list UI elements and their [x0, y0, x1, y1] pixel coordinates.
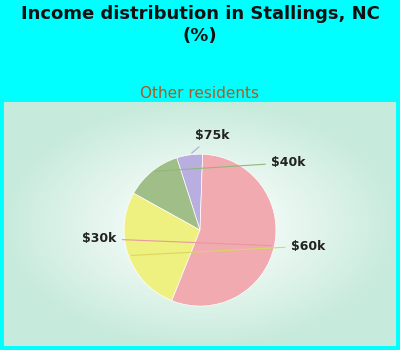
Text: $60k: $60k	[131, 239, 325, 255]
Text: Other residents: Other residents	[140, 86, 260, 101]
Wedge shape	[134, 158, 200, 230]
Text: $75k: $75k	[192, 129, 230, 153]
Text: Income distribution in Stallings, NC
(%): Income distribution in Stallings, NC (%)	[20, 5, 380, 46]
Text: $40k: $40k	[154, 156, 306, 171]
Wedge shape	[172, 154, 276, 306]
Text: $30k: $30k	[82, 232, 272, 246]
Wedge shape	[177, 154, 203, 230]
Wedge shape	[124, 193, 200, 301]
